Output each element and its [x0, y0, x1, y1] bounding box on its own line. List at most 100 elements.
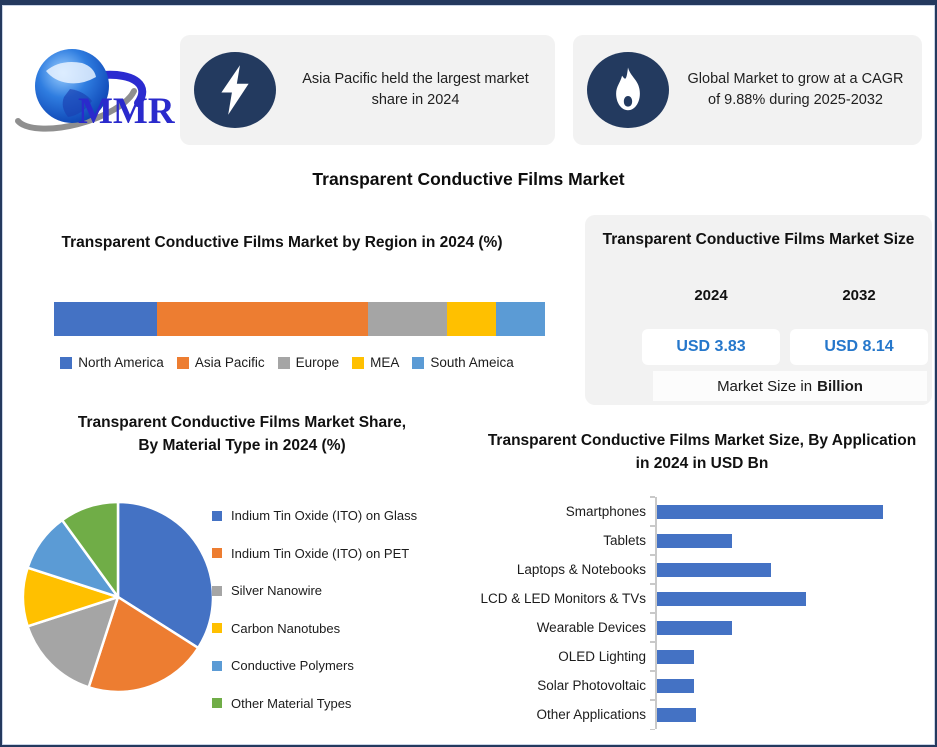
pie-slice — [87, 595, 200, 694]
region-stacked-bar — [54, 302, 545, 336]
bar-row: Solar Photovoltaic — [472, 670, 922, 700]
bar-category-label: Smartphones — [565, 504, 646, 519]
bar — [657, 562, 771, 577]
bar — [657, 591, 807, 606]
legend-label: Carbon Nanotubes — [231, 620, 341, 636]
callout-text: Asia Pacific held the largest market sha… — [302, 70, 529, 108]
year-2032-label: 2032 — [842, 287, 876, 304]
stacked-segment — [368, 302, 447, 336]
callout-asia-pacific: Asia Pacific held the largest market sha… — [180, 35, 555, 145]
legend-swatch — [212, 660, 222, 671]
app-chart-title: Transparent Conductive Films Market Size… — [487, 432, 917, 473]
bar-plot — [650, 554, 922, 584]
lightning-icon — [194, 52, 276, 128]
legend-item: MEA — [352, 355, 399, 370]
bar — [657, 504, 883, 519]
mmr-logo: MMR — [12, 45, 177, 137]
bar-row: Other Applications — [472, 699, 922, 730]
legend-item: Silver Nanowire — [212, 572, 462, 610]
callout-text: Global Market to grow at a CAGR of 9.88%… — [687, 70, 904, 108]
legend-label: Silver Nanowire — [231, 583, 323, 599]
globe-logo-icon: MMR — [15, 49, 176, 132]
bar-row: Smartphones — [472, 496, 922, 526]
bar-category-label: Laptops & Notebooks — [516, 562, 646, 577]
callout-cagr: Global Market to grow at a CAGR of 9.88%… — [573, 35, 922, 145]
bar — [657, 707, 697, 722]
market-size-panel: Transparent Conductive Films Market Size… — [585, 215, 932, 405]
bar-category-label: Wearable Devices — [536, 620, 646, 635]
legend-swatch — [60, 356, 73, 369]
bar — [657, 620, 732, 635]
legend-item: Asia Pacific — [176, 355, 265, 370]
bar-row: Wearable Devices — [472, 612, 922, 642]
footnote-prefix: Market Size in — [717, 377, 813, 395]
legend-label: Conductive Polymers — [231, 658, 354, 674]
bar — [657, 533, 732, 548]
legend-label: MEA — [370, 355, 400, 370]
market-size-footnote: Market Size in Billion — [653, 371, 927, 401]
legend-label: North America — [78, 355, 164, 370]
legend-swatch — [176, 356, 189, 369]
legend-item: Europe — [277, 355, 340, 370]
year-2024-label: 2024 — [694, 287, 728, 304]
legend-label: South Ameica — [430, 355, 514, 370]
legend-item: Other Material Types — [212, 685, 462, 723]
bar-row: Tablets — [472, 525, 922, 555]
value-2032-box: USD 8.14 — [790, 329, 928, 365]
bar-category-label: Other Applications — [536, 707, 646, 722]
bar-plot — [650, 670, 922, 700]
legend-label: Indium Tin Oxide (ITO) on Glass — [231, 508, 418, 524]
bar-plot — [650, 496, 922, 526]
bar-plot — [650, 641, 922, 671]
pie-chart-title: Transparent Conductive Films Market Shar… — [77, 414, 407, 455]
legend-swatch — [212, 623, 222, 634]
bar — [657, 678, 695, 693]
bar-row: Laptops & Notebooks — [472, 554, 922, 584]
page-title: Transparent Conductive Films Market — [312, 169, 625, 189]
app-bar-chart: Smartphones Tablets Laptops & Notebooks LCD… — [472, 496, 922, 730]
legend-item: Indium Tin Oxide (ITO) on Glass — [212, 497, 462, 535]
region-chart-title: Transparent Conductive Films Market by R… — [61, 234, 503, 251]
bar-category-label: LCD & LED Monitors & TVs — [480, 591, 646, 606]
bar — [657, 649, 695, 664]
bar-row: OLED Lighting — [472, 641, 922, 671]
value-2032: USD 8.14 — [824, 338, 894, 355]
legend-swatch — [212, 510, 222, 521]
legend-swatch — [212, 585, 222, 596]
legend-item: Carbon Nanotubes — [212, 610, 462, 648]
bar-plot — [650, 699, 922, 730]
pie-svg — [21, 500, 215, 694]
stacked-segment — [446, 302, 496, 336]
legend-swatch — [352, 356, 365, 369]
bar-plot — [650, 525, 922, 555]
legend-label: Asia Pacific — [194, 355, 265, 370]
legend-swatch — [412, 356, 425, 369]
legend-item: North America — [60, 355, 164, 370]
bar-row: LCD & LED Monitors & TVs — [472, 583, 922, 613]
legend-item: South Ameica — [412, 355, 514, 370]
region-legend: North America Asia Pacific Europe MEA South … — [27, 355, 547, 370]
legend-label: Other Material Types — [231, 695, 352, 711]
bar-plot — [650, 612, 922, 642]
market-size-title: Transparent Conductive Films Market Size — [602, 231, 915, 248]
legend-label: Europe — [295, 355, 340, 370]
stacked-segment — [54, 302, 158, 336]
legend-swatch — [277, 356, 290, 369]
legend-swatch — [212, 698, 222, 709]
legend-swatch — [212, 548, 222, 559]
stacked-segment — [495, 302, 545, 336]
value-2024-box: USD 3.83 — [642, 329, 780, 365]
legend-item: Conductive Polymers — [212, 647, 462, 685]
pie-legend: Indium Tin Oxide (ITO) on Glass Indium Ti… — [212, 497, 462, 722]
legend-label: Indium Tin Oxide (ITO) on PET — [231, 545, 410, 561]
value-2024: USD 3.83 — [676, 338, 746, 355]
flame-icon — [587, 52, 669, 128]
stacked-segment — [157, 302, 369, 336]
bar-category-label: Solar Photovoltaic — [537, 678, 646, 693]
pie-slice — [60, 500, 120, 599]
bar-plot — [650, 583, 922, 613]
legend-item: Indium Tin Oxide (ITO) on PET — [212, 535, 462, 573]
svg-text:MMR: MMR — [78, 91, 176, 132]
footnote-unit: Billion — [817, 377, 863, 395]
